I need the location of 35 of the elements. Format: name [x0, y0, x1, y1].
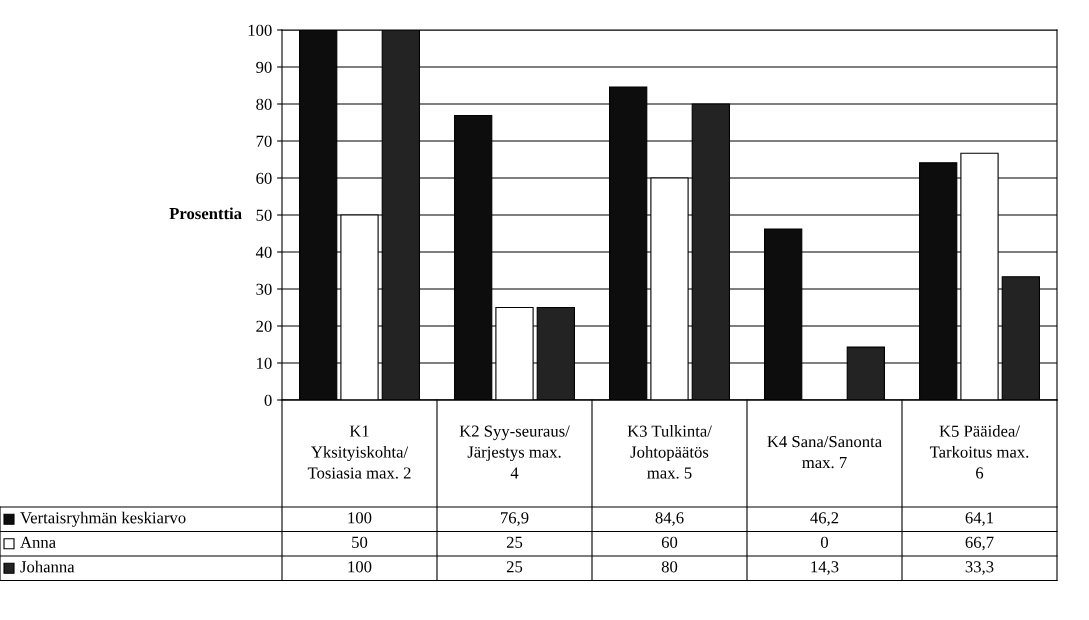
y-tick-label: 20	[256, 320, 272, 332]
data-label: 0	[820, 536, 829, 548]
x-tick-label: K4 Sana/Sanonta max. 7	[767, 436, 882, 469]
data-label: 46,2	[810, 512, 839, 526]
legend-label: Anna	[20, 536, 56, 548]
data-label: 64,1	[965, 512, 994, 526]
y-tick-label: 60	[256, 172, 272, 184]
y-tick-label: 70	[256, 135, 272, 147]
legend-label: Vertaisryhmän keskiarvo	[20, 511, 186, 527]
y-tick-label: 10	[257, 357, 272, 369]
x-tick-label: K1 Yksityiskohta/Tosiasia max. 2	[307, 425, 411, 479]
y-tick-label: 40	[255, 246, 272, 258]
data-label: 80	[661, 561, 678, 573]
y-tick-label: 100	[248, 24, 272, 36]
data-label: 25	[506, 561, 523, 573]
data-label: 33,3	[965, 561, 994, 575]
data-label: 66,7	[965, 536, 994, 551]
x-tick-label: K2 Syy-seuraus/Järjestys max. 4	[459, 425, 570, 479]
y-axis-title: Prosenttia	[169, 207, 242, 220]
data-label: 25	[506, 536, 523, 548]
y-tick-label: 80	[256, 98, 272, 110]
data-label: 14,3	[811, 561, 839, 575]
y-tick-label: 90	[256, 61, 272, 73]
data-label: 100	[348, 512, 372, 524]
data-label: 100	[348, 561, 372, 573]
data-label: 76,9	[501, 512, 529, 526]
x-tick-label: K5 Pääidea/Tarkoitus max. 6	[929, 425, 1029, 479]
y-tick-label: 0	[264, 394, 272, 406]
y-tick-label: 30	[256, 283, 272, 295]
legend-label: Johanna	[20, 560, 75, 573]
data-label: 60	[661, 536, 678, 548]
x-tick-label: K3 Tulkinta/Johtopäätös max. 5	[627, 425, 712, 479]
y-tick-label: 50	[256, 209, 272, 221]
data-label: 84,6	[655, 512, 684, 526]
data-label: 50	[352, 536, 368, 548]
